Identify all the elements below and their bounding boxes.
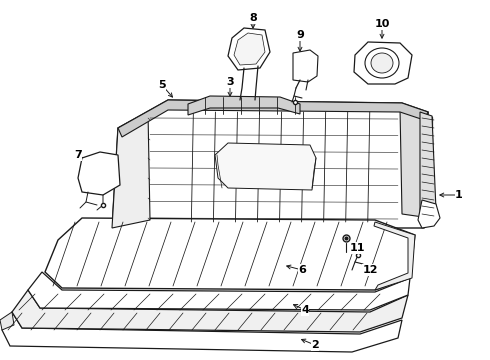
Text: 1: 1 [455,190,463,200]
Polygon shape [12,290,408,332]
Polygon shape [234,33,265,65]
Polygon shape [112,112,150,228]
Polygon shape [215,143,316,190]
Polygon shape [228,28,270,70]
Text: 9: 9 [296,30,304,40]
Polygon shape [0,312,14,330]
Text: 11: 11 [349,243,365,253]
Polygon shape [420,112,436,218]
Polygon shape [2,312,402,352]
Polygon shape [354,42,412,84]
Polygon shape [112,100,430,228]
Text: 8: 8 [249,13,257,23]
Polygon shape [78,152,120,195]
Polygon shape [374,222,415,290]
Text: 5: 5 [158,80,166,90]
Polygon shape [418,200,440,228]
Polygon shape [118,100,428,137]
Text: 4: 4 [301,305,309,315]
Polygon shape [45,218,415,290]
Polygon shape [293,50,318,82]
Text: 3: 3 [226,77,234,87]
Polygon shape [188,96,300,115]
Ellipse shape [365,48,399,78]
Text: 6: 6 [298,265,306,275]
Text: 7: 7 [74,150,82,160]
Ellipse shape [371,53,393,73]
Text: 2: 2 [311,340,319,350]
Text: 12: 12 [362,265,378,275]
Polygon shape [400,108,430,218]
Text: 10: 10 [374,19,390,29]
Polygon shape [28,272,410,310]
